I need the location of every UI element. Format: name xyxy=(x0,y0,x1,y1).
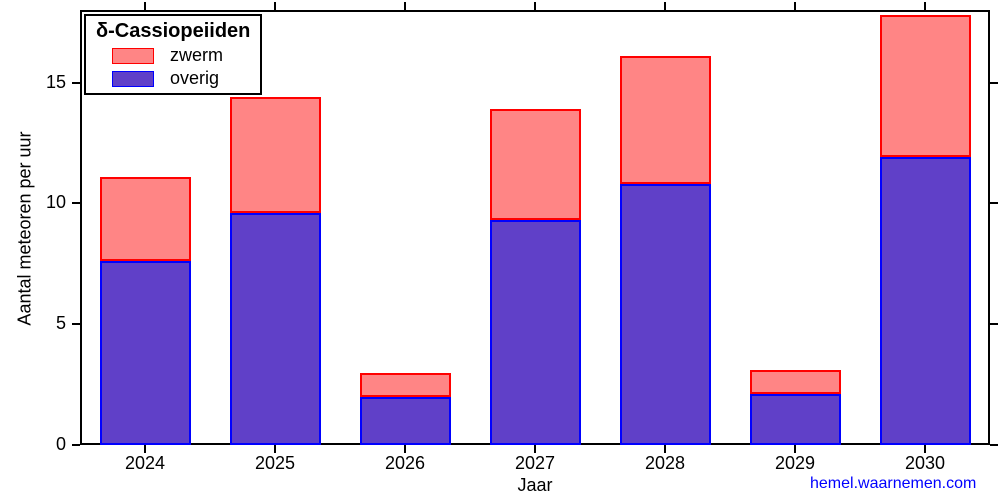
y-tick-mark xyxy=(990,444,998,446)
legend-item-overig: overig xyxy=(96,68,250,89)
x-tick-mark xyxy=(274,445,276,453)
y-axis-label: Aantal meteoren per uur xyxy=(15,113,36,343)
bar-segment-overig xyxy=(490,220,581,445)
chart-title: δ-Cassiopeiiden xyxy=(96,20,250,43)
y-tick-label: 10 xyxy=(0,192,66,213)
bar-segment-overig xyxy=(230,213,321,445)
x-tick-mark xyxy=(534,445,536,453)
x-tick-mark xyxy=(144,445,146,453)
x-tick-mark xyxy=(144,2,146,10)
bar-segment-zwerm xyxy=(360,373,451,397)
bar-segment-overig xyxy=(880,157,971,445)
bar-segment-overig xyxy=(100,261,191,445)
x-tick-label: 2027 xyxy=(485,453,585,474)
bar-segment-zwerm xyxy=(230,97,321,213)
x-tick-mark xyxy=(794,2,796,10)
bar-segment-zwerm xyxy=(490,109,581,220)
legend-label: overig xyxy=(170,68,219,89)
x-tick-mark xyxy=(664,445,666,453)
bar-segment-overig xyxy=(360,397,451,445)
bar-segment-zwerm xyxy=(880,15,971,158)
x-tick-mark xyxy=(794,445,796,453)
x-tick-label: 2030 xyxy=(875,453,975,474)
bar-segment-overig xyxy=(750,394,841,445)
y-tick-label: 5 xyxy=(0,313,66,334)
legend-label: zwerm xyxy=(170,45,223,66)
bar-segment-zwerm xyxy=(750,370,841,394)
y-tick-mark xyxy=(990,202,998,204)
x-tick-mark xyxy=(924,445,926,453)
x-tick-label: 2026 xyxy=(355,453,455,474)
credit-text: hemel.waarnemen.com xyxy=(810,475,976,493)
x-tick-mark xyxy=(664,2,666,10)
legend-swatch xyxy=(112,71,154,87)
bar-segment-zwerm xyxy=(100,177,191,262)
y-tick-mark xyxy=(72,323,80,325)
chart-container: Aantal meteoren per uur Jaar 0 5 10 15 2024… xyxy=(0,0,1000,500)
y-tick-mark xyxy=(990,323,998,325)
y-tick-mark xyxy=(990,82,998,84)
y-tick-mark xyxy=(72,82,80,84)
bar-segment-overig xyxy=(620,184,711,445)
y-tick-mark xyxy=(72,444,80,446)
x-tick-label: 2024 xyxy=(95,453,195,474)
x-tick-label: 2025 xyxy=(225,453,325,474)
x-tick-mark xyxy=(404,2,406,10)
legend: zwermoverig xyxy=(96,45,250,89)
legend-item-zwerm: zwerm xyxy=(96,45,250,66)
x-tick-mark xyxy=(274,2,276,10)
x-tick-mark xyxy=(404,445,406,453)
title-legend-box: δ-Cassiopeiiden zwermoverig xyxy=(84,14,262,95)
x-tick-label: 2028 xyxy=(615,453,715,474)
x-tick-label: 2029 xyxy=(745,453,845,474)
x-tick-mark xyxy=(534,2,536,10)
x-tick-mark xyxy=(924,2,926,10)
legend-swatch xyxy=(112,48,154,64)
y-tick-label: 15 xyxy=(0,72,66,93)
y-tick-mark xyxy=(72,202,80,204)
y-tick-label: 0 xyxy=(0,434,66,455)
bar-segment-zwerm xyxy=(620,56,711,184)
x-axis-label: Jaar xyxy=(485,475,585,496)
